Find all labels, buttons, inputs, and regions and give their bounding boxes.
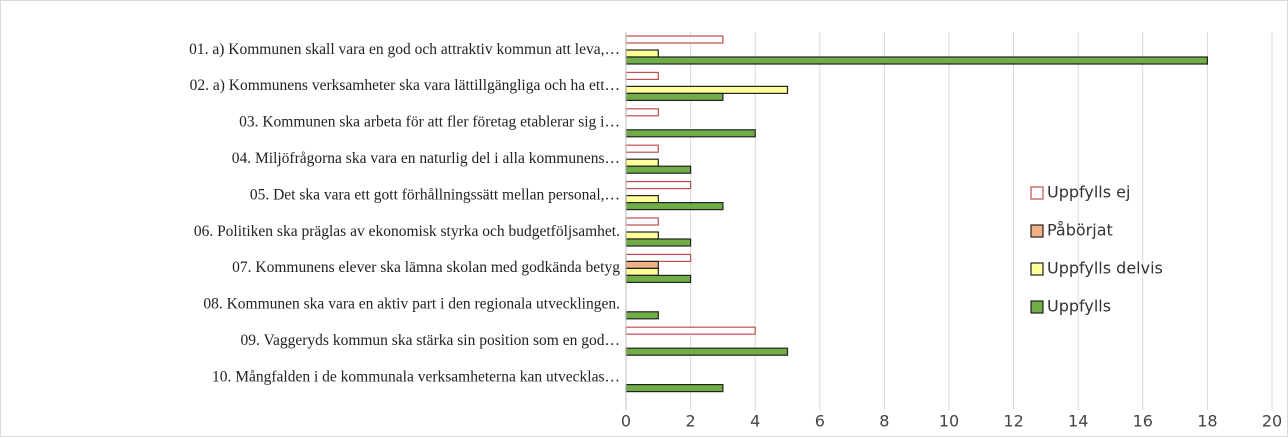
y-tick-label: 07. Kommunens elever ska lämna skolan me… [232,259,620,276]
bar [625,35,724,44]
legend-label: Uppfylls delvis [1047,259,1163,278]
x-tick-label: 4 [750,412,760,431]
bar [625,274,692,283]
bar [625,217,659,226]
bar [625,144,659,153]
bar [625,71,659,81]
x-tick-label: 18 [1197,412,1217,431]
bar [625,165,692,174]
bar [625,267,659,276]
bar [625,181,692,190]
bar [625,49,659,58]
x-tick-label: 6 [815,412,825,431]
bar [625,238,692,247]
y-tick-label: 09. Vaggeryds kommun ska stärka sin posi… [241,332,620,349]
bar [625,56,1209,65]
y-tick-label: 03. Kommunen ska arbeta för att fler för… [239,114,620,131]
legend-swatch [1030,300,1044,314]
x-tick-label: 12 [1003,412,1023,431]
x-tick-label: 10 [939,412,959,431]
bar [625,92,724,102]
y-tick-label: 06. Politiken ska präglas av ekonomisk s… [194,223,620,240]
x-tick-label: 20 [1262,412,1282,431]
y-tick-label: 02. a) Kommunens verksamheter ska vara l… [190,77,620,94]
legend-label: Uppfylls ej [1047,183,1130,202]
y-tick-label: 08. Kommunen ska vara en aktiv part i de… [203,296,620,313]
bar [625,202,724,211]
legend-swatch [1030,186,1044,200]
x-tick-label: 14 [1068,412,1088,431]
bar [625,195,659,204]
bar [625,253,692,262]
legend-label: Påbörjat [1047,221,1113,240]
bar [625,326,756,335]
bar [625,260,659,269]
y-tick-label: 10. Mångfalden i de kommunala verksamhet… [212,368,620,385]
bar [625,347,789,356]
bar [625,231,659,240]
x-tick-label: 16 [1133,412,1153,431]
bar [625,311,659,320]
x-tick-label: 2 [686,412,696,431]
bar [625,108,659,117]
bar [625,129,756,138]
bar [625,158,659,167]
y-tick-label: 01. a) Kommunen skall vara en god och at… [189,41,620,58]
x-tick-label: 0 [621,412,631,431]
legend-swatch [1030,262,1044,276]
legend-label: Uppfylls [1047,297,1111,316]
y-tick-label: 04. Miljöfrågorna ska vara en naturlig d… [232,150,620,167]
y-tick-label: 05. Det ska vara ett gott förhållningssä… [250,186,620,203]
bar [625,85,789,95]
x-tick-label: 8 [879,412,889,431]
legend-swatch [1030,224,1044,238]
bar [625,384,724,393]
